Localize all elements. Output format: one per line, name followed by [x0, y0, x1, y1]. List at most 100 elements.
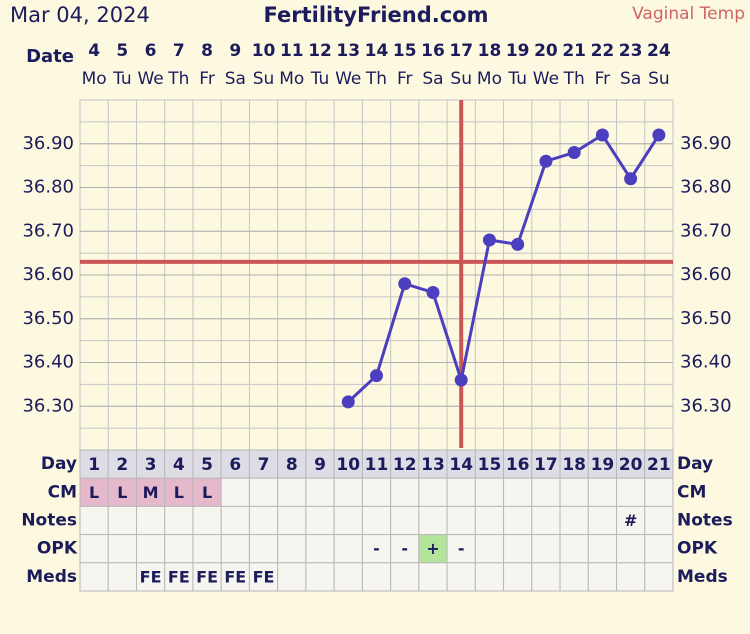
date-number: 5 — [116, 41, 128, 61]
table-cell — [474, 562, 505, 592]
y2-tick-label: 36.50 — [680, 308, 732, 329]
table-cell — [390, 477, 420, 507]
date-number: 19 — [506, 41, 530, 61]
date-number: 20 — [534, 41, 558, 61]
table-cell — [531, 562, 561, 592]
table-cell — [305, 477, 335, 507]
table-cell — [107, 505, 137, 536]
cell-text: L — [202, 483, 212, 502]
row-label: Notes — [21, 511, 77, 531]
x-tick-label: 13 — [421, 455, 445, 475]
row-label-right: OPK — [677, 539, 718, 559]
weekday: Tu — [507, 69, 527, 89]
y2-tick-label: 36.80 — [680, 177, 732, 198]
weekday: Th — [167, 69, 189, 89]
temp-point — [398, 277, 412, 291]
day-cell — [361, 449, 392, 479]
temp-point — [624, 172, 638, 186]
weekday: Sa — [620, 69, 641, 89]
cell-text: + — [426, 539, 439, 558]
table-cell — [559, 562, 589, 592]
weekday: Su — [450, 69, 472, 89]
date-number: 12 — [308, 41, 332, 61]
table-cell — [446, 477, 476, 507]
temp-point — [511, 237, 525, 251]
table-cell — [418, 534, 448, 564]
cell-text: FE — [253, 567, 275, 586]
table-cell — [135, 505, 166, 536]
table-cell — [305, 534, 335, 564]
y-tick-label: 36.50 — [22, 308, 74, 329]
weekday: Tu — [310, 69, 330, 89]
table-cell — [531, 505, 561, 536]
cell-text: L — [89, 483, 99, 502]
cell-text: L — [174, 483, 184, 502]
table-cell — [192, 534, 222, 564]
x-tick-label: 19 — [591, 455, 615, 475]
y-tick-label: 36.30 — [22, 395, 74, 416]
table-cell — [164, 477, 194, 507]
table-cell — [164, 562, 194, 592]
x-tick-label: 5 — [201, 455, 213, 475]
temp-point — [426, 286, 440, 299]
x-tick-label: 11 — [365, 455, 389, 475]
table-cell — [248, 562, 279, 592]
table-cell — [361, 477, 392, 507]
y2-tick-label: 36.90 — [680, 133, 732, 154]
x-tick-label: 4 — [173, 455, 185, 475]
table-cell — [333, 562, 363, 592]
y-tick-label: 36.60 — [22, 264, 74, 285]
table-cell — [474, 505, 505, 536]
table-cell — [503, 477, 533, 507]
day-cell — [531, 449, 561, 479]
table-cell — [644, 562, 674, 592]
temp-line — [347, 132, 661, 403]
weekday: Mo — [477, 69, 502, 89]
cell-text: FE — [224, 567, 246, 586]
date-number: 6 — [145, 41, 157, 61]
site-title: FertilityFriend.com — [264, 3, 489, 27]
table-cell — [192, 562, 222, 592]
table-cell — [277, 505, 307, 536]
date-number: 15 — [393, 41, 417, 61]
day-cell — [333, 449, 363, 479]
row-label: Meds — [26, 567, 77, 587]
day-cell — [192, 449, 222, 479]
temp-point — [539, 154, 553, 168]
weekday: Su — [253, 69, 275, 89]
table-cell — [277, 534, 307, 564]
table-cell — [248, 477, 279, 507]
table-cell — [446, 505, 476, 536]
y2-tick-label: 36.40 — [680, 352, 732, 373]
table-cell — [79, 562, 109, 592]
x-tick-label: 8 — [286, 455, 298, 475]
x-tick-label: 17 — [534, 455, 558, 475]
chart-date: Mar 04, 2024 — [10, 3, 150, 27]
row-label-right: Meds — [677, 567, 728, 587]
day-cell — [248, 449, 279, 479]
date-number: 24 — [647, 41, 671, 61]
x-tick-label: 18 — [562, 455, 586, 475]
x-tick-label: 21 — [647, 455, 671, 475]
cell-text: M — [143, 483, 159, 502]
date-number: 8 — [201, 41, 213, 61]
row-label-right: CM — [677, 482, 706, 502]
cell-text: - — [373, 539, 380, 558]
table-cell — [277, 477, 307, 507]
table-cell — [164, 534, 194, 564]
temp-point — [567, 146, 581, 159]
row-label-right: Notes — [677, 511, 733, 531]
table-cell — [616, 477, 646, 507]
day-cell — [644, 449, 674, 479]
table-cell — [644, 477, 674, 507]
x-tick-label: 2 — [116, 455, 128, 475]
weekday: Mo — [82, 69, 107, 89]
cell-text: - — [401, 539, 408, 558]
table-cell — [587, 477, 618, 507]
cell-text: L — [117, 483, 127, 502]
temp-point — [454, 373, 468, 387]
row-label: CM — [48, 482, 77, 502]
x-tick-label: 12 — [393, 455, 417, 475]
x-tick-label: 20 — [619, 455, 643, 475]
